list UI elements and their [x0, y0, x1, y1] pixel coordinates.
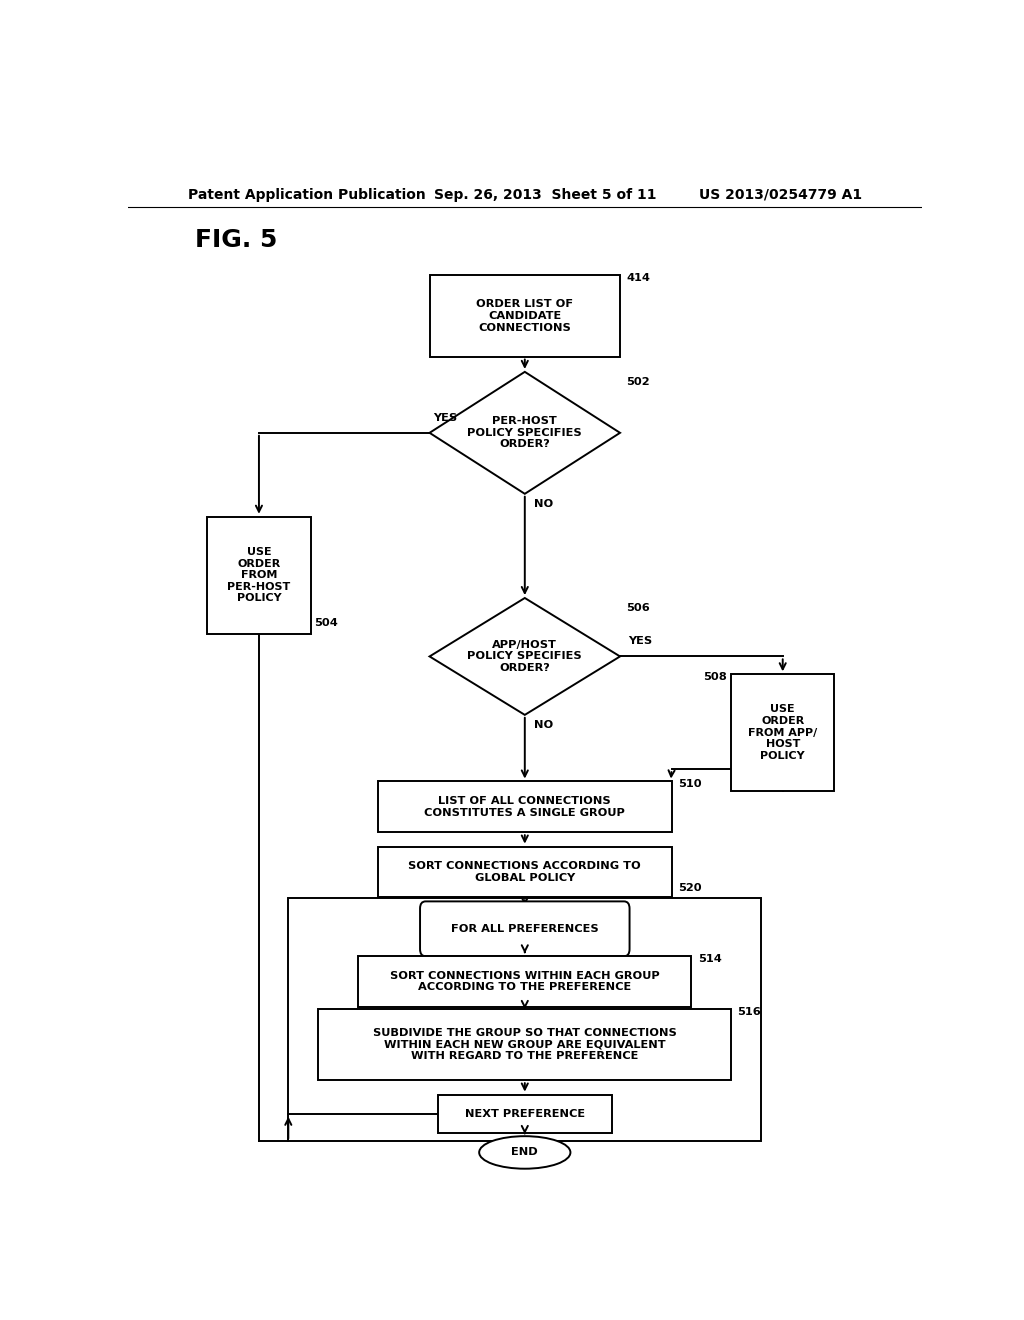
FancyBboxPatch shape [437, 1094, 612, 1133]
Text: 510: 510 [678, 779, 701, 789]
Text: 414: 414 [627, 273, 650, 284]
Text: APP/HOST
POLICY SPECIFIES
ORDER?: APP/HOST POLICY SPECIFIES ORDER? [468, 640, 582, 673]
FancyBboxPatch shape [207, 516, 310, 634]
FancyBboxPatch shape [358, 956, 691, 1007]
Text: LIST OF ALL CONNECTIONS
CONSTITUTES A SINGLE GROUP: LIST OF ALL CONNECTIONS CONSTITUTES A SI… [424, 796, 626, 817]
Text: NEXT PREFERENCE: NEXT PREFERENCE [465, 1109, 585, 1119]
Text: US 2013/0254779 A1: US 2013/0254779 A1 [699, 187, 862, 202]
Text: YES: YES [433, 413, 458, 422]
Text: NO: NO [535, 499, 554, 510]
Text: 502: 502 [627, 378, 650, 387]
FancyBboxPatch shape [430, 276, 620, 356]
FancyBboxPatch shape [318, 1008, 731, 1080]
Ellipse shape [479, 1137, 570, 1168]
Text: YES: YES [628, 636, 652, 647]
Text: 506: 506 [627, 603, 650, 612]
Text: PER-HOST
POLICY SPECIFIES
ORDER?: PER-HOST POLICY SPECIFIES ORDER? [468, 416, 582, 449]
Polygon shape [430, 598, 620, 715]
Text: USE
ORDER
FROM
PER-HOST
POLICY: USE ORDER FROM PER-HOST POLICY [227, 546, 291, 603]
FancyBboxPatch shape [378, 781, 672, 833]
Text: END: END [511, 1147, 539, 1158]
Text: FOR ALL PREFERENCES: FOR ALL PREFERENCES [451, 924, 599, 933]
Text: 514: 514 [697, 954, 722, 964]
Text: ORDER LIST OF
CANDIDATE
CONNECTIONS: ORDER LIST OF CANDIDATE CONNECTIONS [476, 300, 573, 333]
Text: 508: 508 [703, 672, 727, 682]
Text: NO: NO [535, 719, 554, 730]
Text: FIG. 5: FIG. 5 [196, 228, 278, 252]
Text: SORT CONNECTIONS ACCORDING TO
GLOBAL POLICY: SORT CONNECTIONS ACCORDING TO GLOBAL POL… [409, 861, 641, 883]
Polygon shape [430, 372, 620, 494]
Text: Sep. 26, 2013  Sheet 5 of 11: Sep. 26, 2013 Sheet 5 of 11 [433, 187, 656, 202]
Text: 516: 516 [737, 1007, 761, 1018]
FancyBboxPatch shape [378, 846, 672, 898]
Text: 504: 504 [314, 619, 338, 628]
Text: Patent Application Publication: Patent Application Publication [187, 187, 425, 202]
FancyBboxPatch shape [731, 675, 835, 791]
Text: 520: 520 [678, 883, 701, 894]
Text: USE
ORDER
FROM APP/
HOST
POLICY: USE ORDER FROM APP/ HOST POLICY [749, 705, 817, 760]
FancyBboxPatch shape [420, 902, 630, 956]
Text: SORT CONNECTIONS WITHIN EACH GROUP
ACCORDING TO THE PREFERENCE: SORT CONNECTIONS WITHIN EACH GROUP ACCOR… [390, 972, 659, 993]
Text: SUBDIVIDE THE GROUP SO THAT CONNECTIONS
WITHIN EACH NEW GROUP ARE EQUIVALENT
WIT: SUBDIVIDE THE GROUP SO THAT CONNECTIONS … [373, 1028, 677, 1061]
